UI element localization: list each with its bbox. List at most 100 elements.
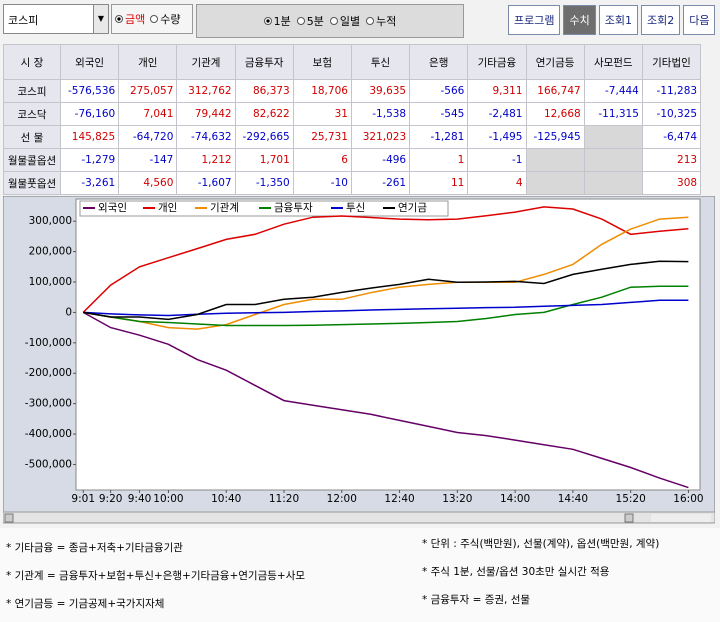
x-tick-label: 10:40 [211,493,241,505]
row-label: 선 물 [3,125,61,149]
dropdown-arrow[interactable]: ▼ [93,5,108,33]
toolbar-button[interactable]: 조회2 [640,5,681,35]
value-cell: -1,281 [409,125,469,149]
value-cell: -1,350 [234,171,294,195]
market-select[interactable]: 코스피 ▼ [3,4,109,34]
series-line [82,311,689,489]
data-row: 코스피 -576,536 275,057 312,762 86,373 18,706 39,… [3,79,702,103]
y-tick-label: 100,000 [29,276,72,288]
period-radio-group: 1분 5분 일별 누적 [196,4,464,38]
unit-radio-group: 금액 수량 [111,4,193,34]
y-tick-label: -300,000 [25,398,72,410]
value-cell: -11,283 [641,79,702,103]
data-row: 코스닥 -76,160 7,041 79,442 82,622 31 -1,538 -545-… [3,102,702,126]
value-cell: -292,665 [234,125,294,149]
value-cell: 1 [409,148,469,172]
unit-radio[interactable]: 금액 [115,11,145,27]
series-line [82,206,689,313]
header-cell: 개인 [118,44,178,80]
scrollbar[interactable] [2,511,716,524]
value-cell: 6 [292,148,352,172]
scroll-left[interactable] [4,513,14,523]
x-tick-label: 11:20 [269,493,299,505]
y-tick-label: 0 [65,306,72,318]
y-tick-label: -100,000 [25,337,72,349]
value-cell: 312,762 [176,79,236,103]
note: * 연기금등 = 기금공제+국가지자체 [6,598,165,610]
y-tick-label: 200,000 [29,246,72,258]
value-cell: 7,041 [118,102,178,126]
data-row: 선 물 145,825 -64,720 -74,632 -292,665 25,731 32… [3,125,702,149]
value-cell: 145,825 [59,125,120,149]
header-cell: 연기금등 [525,44,585,80]
value-cell: 39,635 [350,79,411,103]
value-cell: 275,057 [118,79,178,103]
value-cell: 4,560 [118,171,178,195]
value-cell: -3,261 [59,171,120,195]
legend-label: 금융투자 [274,202,313,214]
row-label: 코스피 [3,79,61,103]
data-row: 월물풋옵션 -3,261 4,560 -1,607 -1,350 -10 -261 11 4 30… [3,171,702,195]
value-cell: 4 [467,171,527,195]
value-cell: -64,720 [118,125,178,149]
period-radio[interactable]: 누적 [366,13,396,29]
value-cell: -10 [292,171,352,195]
x-tick-label: 14:40 [558,493,588,505]
header-cell: 외국인 [59,44,120,80]
period-radio[interactable]: 5분 [297,13,324,29]
x-tick-label: 13:20 [442,493,472,505]
x-tick-label: 12:00 [327,493,357,505]
header-row: 시 장 외국인 개인 기관계 금융투자 보험 투신 은행 기타금융 연기금등 사모펀드 기타법인 [3,44,702,80]
value-cell: -6,474 [641,125,702,149]
value-cell: -74,632 [176,125,236,149]
empty-cell [583,125,643,149]
chart-panel: -500,000 -400,000 -300,000 -200,000 -100,000… [2,195,716,524]
x-tick-label: 9:20 [99,493,123,505]
value-cell: 79,442 [176,102,236,126]
toolbar-button[interactable]: 조회1 [598,5,638,35]
header-cell: 사모펀드 [583,44,643,80]
toolbar-button[interactable]: 프로그램 [508,5,561,35]
empty-cell [525,148,585,172]
note: * 금융투자 = 증권, 선물 [422,594,531,606]
value-cell: -1,538 [350,102,411,126]
value-cell: -11,315 [583,102,643,126]
value-cell: -545 [409,102,469,126]
value-cell: 86,373 [234,79,294,103]
x-tick-label: 9:01 [71,493,95,505]
series-line [83,216,689,330]
value-cell: 1,212 [176,148,236,172]
value-cell: 11 [409,171,469,195]
value-cell: -1,607 [176,171,236,195]
row-label: 월물풋옵션 [3,171,61,195]
period-radio[interactable]: 1분 [264,13,291,29]
value-cell: -496 [350,148,411,172]
value-cell: 25,731 [292,125,352,149]
y-tick-label: 300,000 [29,215,72,227]
series-line [83,299,689,317]
value-cell: -566 [409,79,469,103]
header-cell: 기관계 [176,44,236,80]
toolbar-button[interactable]: 다음 [683,5,716,35]
toolbar-button[interactable]: 수치 [563,5,596,35]
period-radio[interactable]: 일별 [330,13,360,29]
note: * 기관계 = 금융투자+보험+투신+은행+기타금융+연기금등+사모 [6,570,306,582]
x-tick-label: 14:00 [500,493,530,505]
chart: -500,000 -400,000 -300,000 -200,000 -100,000… [2,195,716,524]
value-cell: 12,668 [525,102,585,126]
series-line [83,260,689,321]
empty-cell [583,171,643,195]
zoom-icons[interactable] [651,514,711,522]
value-cell: 82,622 [234,102,294,126]
note: * 주식 1분, 선물/옵션 30초만 실시간 적용 [422,566,610,578]
scroll-right[interactable] [624,513,634,523]
value-cell: -76,160 [59,102,120,126]
unit-radio[interactable]: 수량 [150,11,180,27]
header-cell: 기타법인 [641,44,702,80]
note: * 단위 : 주식(백만원), 선물(계약), 옵션(백만원, 계약) [422,538,660,550]
y-tick-label: -400,000 [25,428,72,440]
header-cell: 시 장 [3,44,61,80]
value-cell: -10,325 [641,102,702,126]
value-cell: 18,706 [292,79,352,103]
